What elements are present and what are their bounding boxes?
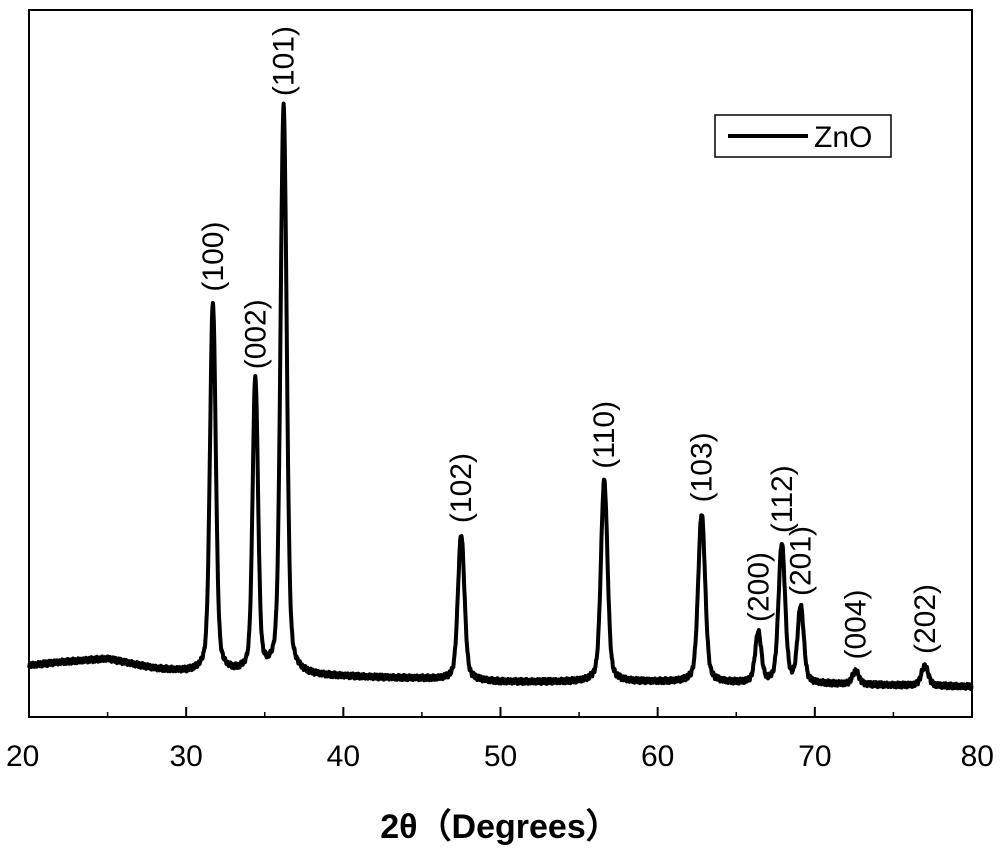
- series-line-zno: [29, 104, 972, 689]
- peak-label-10: (202): [909, 584, 942, 654]
- legend: ZnO: [715, 115, 891, 157]
- x-axis-ticks: [29, 707, 972, 717]
- x-tick-label-70: 70: [798, 740, 831, 773]
- peak-label-8: (201): [785, 526, 818, 596]
- peak-label-9: (004): [840, 589, 873, 659]
- peak-label-0: (100): [197, 222, 230, 292]
- x-tick-label-20: 20: [6, 740, 39, 773]
- x-tick-label-30: 30: [169, 740, 202, 773]
- x-axis-tick-labels: 20 30 40 50 60 70 80: [6, 740, 994, 773]
- peak-label-1: (002): [239, 299, 272, 369]
- peak-label-6: (200): [742, 552, 775, 622]
- x-tick-label-40: 40: [327, 740, 360, 773]
- x-tick-label-50: 50: [484, 740, 517, 773]
- x-axis-title: 2θ（Degrees）: [380, 807, 619, 846]
- peak-label-2: (101): [268, 26, 301, 96]
- peak-label-5: (103): [686, 432, 719, 502]
- x-tick-label-60: 60: [641, 740, 674, 773]
- x-tick-label-80: 80: [961, 740, 994, 773]
- peak-label-4: (110): [588, 401, 621, 469]
- peak-label-3: (102): [445, 453, 478, 523]
- peak-label-7: (112): [766, 465, 799, 533]
- legend-label-zno: ZnO: [814, 121, 872, 154]
